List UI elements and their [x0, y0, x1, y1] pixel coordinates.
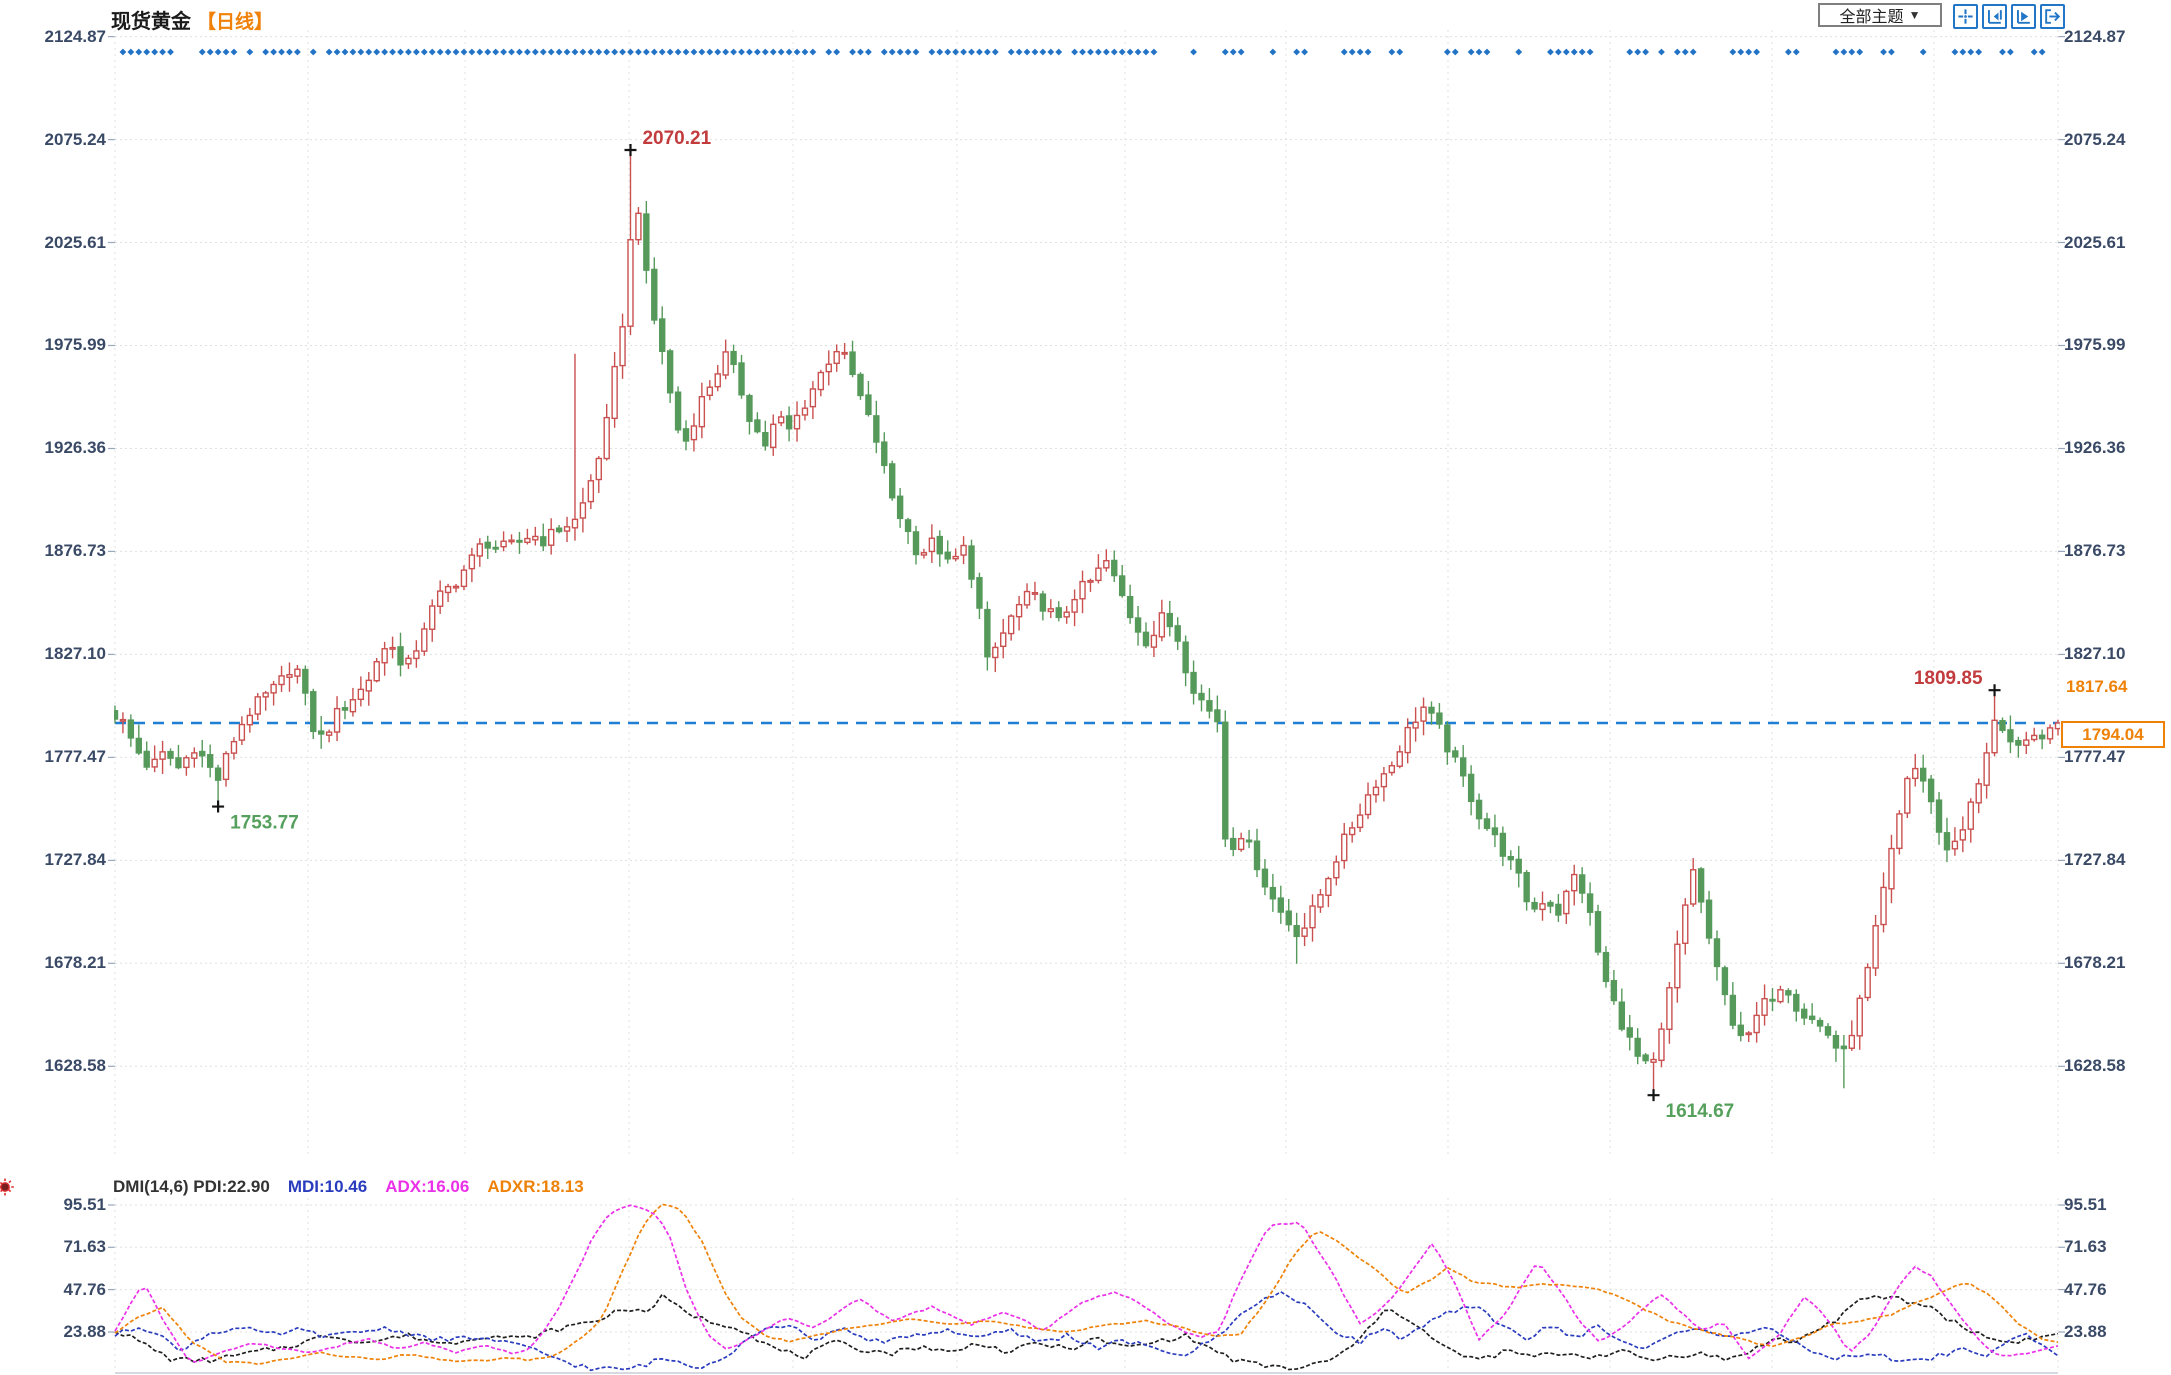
price-axis-label-right: 1975.99	[2064, 335, 2126, 355]
price-axis-label-right: 1777.47	[2064, 747, 2126, 767]
current-price-tag: 1794.04	[2061, 721, 2165, 748]
axis-zoom-glyph	[1988, 10, 2002, 24]
dmi-line-adx	[114, 1204, 2059, 1363]
crosshair-glyph	[1958, 9, 1973, 24]
price-annotation: 2070.21	[642, 128, 711, 149]
price-axis-label-right: 1876.73	[2064, 541, 2126, 561]
price-axis-label-right: 1827.10	[2064, 644, 2126, 664]
price-axis-label-right: 1926.36	[2064, 438, 2126, 458]
price-axis-label-left: 1876.73	[44, 541, 106, 561]
dmi-adx-readout: ADX:16.06	[385, 1177, 470, 1196]
price-axis-label-left: 1678.21	[44, 953, 106, 973]
upper-price-tag: 1817.64	[2066, 677, 2128, 696]
annotations-layer: 2070.21 1753.77 1614.67 1809.85	[212, 128, 2001, 1122]
crosshair-pan-icon[interactable]	[1953, 4, 1978, 29]
dmi-adxr-readout: ADXR:18.13	[487, 1177, 584, 1196]
candles-layer	[114, 150, 2060, 1096]
price-axis-label-left: 2075.24	[44, 129, 106, 149]
dmi-line-pdi	[114, 1293, 2059, 1371]
price-axis-label-right: 71.63	[2064, 1237, 2107, 1257]
price-axis-label-left: 1926.36	[44, 438, 106, 458]
price-axis-label-left: 95.51	[63, 1195, 106, 1214]
export-right-icon[interactable]	[2040, 4, 2065, 29]
price-axis-label-left: 1975.99	[44, 335, 106, 355]
price-axis-label-left: 1777.47	[44, 747, 106, 767]
price-axis-label-left: 1628.58	[44, 1056, 106, 1076]
dmi-lines-layer	[114, 1203, 2059, 1372]
price-axis-label-right: 47.76	[2064, 1279, 2107, 1299]
price-axis-label-right: 2025.61	[2064, 232, 2126, 252]
price-axis-label-right: 1727.84	[2064, 850, 2126, 870]
price-annotation: 1809.85	[1914, 668, 1983, 689]
grid-layer	[108, 30, 2065, 1374]
price-axis-label-left: 71.63	[63, 1237, 106, 1257]
price-axis-label-right: 2075.24	[2064, 129, 2126, 149]
price-axis-label-left: 2025.61	[44, 232, 106, 252]
export-glyph	[2045, 9, 2061, 24]
playback-icon[interactable]	[2011, 4, 2036, 29]
price-axis-label-left: 23.88	[63, 1321, 106, 1341]
price-axis-label-left: 1727.84	[44, 850, 106, 870]
dmi-pdi-readout: DMI(14,6) PDI:22.90	[113, 1177, 270, 1196]
price-axis-label-right: 1628.58	[2064, 1056, 2126, 1076]
playback-glyph	[2017, 10, 2030, 24]
dmi-line-mdi	[114, 1290, 2059, 1372]
chart-title-bar: 现货黄金 【日线】	[111, 5, 273, 34]
dmi-mdi-readout: MDI:10.46	[287, 1177, 368, 1196]
axis-zoom-icon[interactable]	[1982, 4, 2007, 29]
chevron-down-icon: ▼	[1908, 8, 1921, 22]
price-annotation: 1753.77	[230, 813, 299, 834]
theme-dropdown[interactable]: 全部主题 ▼	[1818, 3, 1942, 27]
price-axis-label-right: 2124.87	[2064, 26, 2126, 46]
event-dots-layer	[119, 48, 2046, 56]
dmi-indicator-header: DMI(14,6) PDI:22.90 MDI:10.46 ADX:16.06 ADX…	[113, 1177, 602, 1197]
theme-dropdown-label: 全部主题	[1839, 9, 1904, 26]
price-axis-label-right: 1678.21	[2064, 953, 2126, 973]
price-axis-label-right: 95.51	[2064, 1195, 2107, 1214]
indicator-alert-icon[interactable]	[0, 1176, 18, 1198]
price-axis-label-right: 23.88	[2064, 1321, 2107, 1341]
period-tag: 【日线】	[197, 12, 274, 33]
instrument-title: 现货黄金	[111, 11, 191, 33]
dmi-line-adxr	[114, 1203, 2059, 1366]
price-axis-label-left: 2124.87	[44, 26, 106, 46]
price-axis-label-left: 1827.10	[44, 644, 106, 664]
price-axis-label-left: 47.76	[63, 1279, 106, 1299]
price-annotation: 1614.67	[1666, 1101, 1735, 1122]
